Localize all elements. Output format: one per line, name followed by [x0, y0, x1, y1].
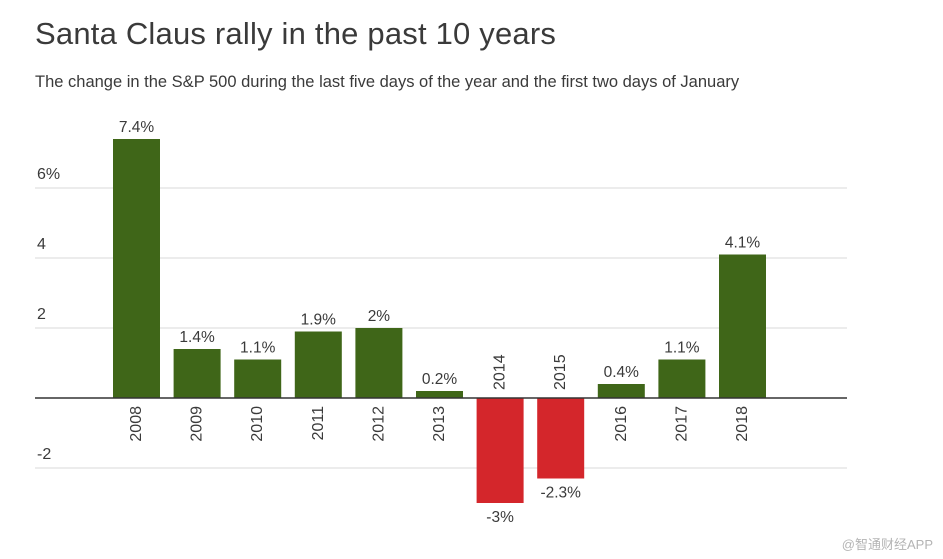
watermark: @智通财经APP: [841, 537, 933, 552]
data-label: 1.4%: [179, 329, 215, 346]
x-tick-label: 2012: [370, 406, 387, 442]
x-tick-label: 2015: [552, 354, 569, 390]
data-label: 4.1%: [725, 235, 761, 252]
bar: [719, 254, 766, 398]
bar: [355, 328, 403, 398]
x-tick-label: 2010: [249, 406, 266, 442]
data-label: 0.2%: [422, 371, 458, 388]
y-tick-label: -2: [37, 446, 51, 463]
x-tick-label: 2013: [431, 406, 448, 442]
data-label: 0.4%: [604, 364, 640, 381]
y-tick-label: 2: [37, 306, 46, 323]
x-tick-label: 2011: [310, 406, 327, 441]
x-tick-label: 2014: [492, 354, 509, 390]
x-tick-label: 2017: [673, 406, 690, 442]
x-tick-label: 2016: [613, 406, 630, 442]
chart-subtitle: The change in the S&P 500 during the las…: [35, 73, 740, 91]
bar: [597, 384, 645, 398]
data-label: -2.3%: [540, 485, 581, 502]
data-label: 1.9%: [301, 312, 337, 329]
data-label: 7.4%: [119, 119, 155, 136]
bar: [294, 331, 342, 398]
bar: [416, 391, 463, 398]
x-tick-label: 2008: [128, 406, 145, 442]
bar: [113, 139, 160, 398]
bar: [537, 398, 585, 479]
x-tick-label: 2018: [734, 406, 751, 442]
bar: [476, 398, 524, 503]
y-tick-label: 4: [37, 236, 46, 253]
bar: [173, 349, 221, 398]
chart-title: Santa Claus rally in the past 10 years: [35, 16, 557, 51]
bar: [234, 359, 282, 398]
y-tick-label: 6%: [37, 166, 60, 183]
data-label: 1.1%: [240, 340, 276, 357]
data-label: 2%: [368, 308, 391, 325]
data-label: -3%: [486, 509, 514, 526]
bar: [658, 359, 706, 398]
x-tick-label: 2009: [189, 406, 206, 442]
data-label: 1.1%: [664, 340, 700, 357]
